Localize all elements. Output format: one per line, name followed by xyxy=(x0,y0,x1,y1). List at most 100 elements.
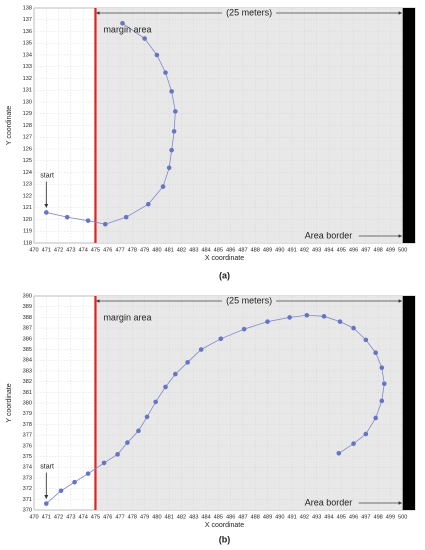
trajectory-point xyxy=(85,218,91,223)
x-tick-label: 471 xyxy=(42,514,51,520)
trajectory-point xyxy=(163,70,168,75)
trajectory-point xyxy=(142,36,147,41)
y-tick-label: 386 xyxy=(23,336,32,342)
trajectory-point xyxy=(218,336,224,342)
x-tick-label: 476 xyxy=(103,247,112,253)
caption: (a) xyxy=(219,270,230,280)
y-tick-label: 387 xyxy=(23,326,32,332)
y-tick-label: 380 xyxy=(23,400,32,406)
x-tick-label: 475 xyxy=(91,247,100,253)
border-label: Area border xyxy=(305,497,353,507)
y-tick-label: 379 xyxy=(23,411,32,417)
y-tick-label: 382 xyxy=(23,379,32,385)
y-tick-label: 372 xyxy=(23,486,32,492)
trajectory-point xyxy=(166,165,172,171)
y-tick-label: 133 xyxy=(23,64,32,70)
area-border xyxy=(402,296,415,510)
trajectory-point xyxy=(373,350,378,356)
trajectory-point xyxy=(171,129,177,134)
y-tick-label: 137 xyxy=(23,17,32,23)
margin-area xyxy=(95,296,403,510)
x-tick-label: 485 xyxy=(214,514,223,520)
y-tick-label: 134 xyxy=(23,52,32,58)
trajectory-point xyxy=(241,326,247,332)
x-tick-label: 486 xyxy=(226,247,235,253)
x-tick-label: 495 xyxy=(337,247,346,253)
x-tick-label: 474 xyxy=(78,247,87,253)
x-tick-label: 475 xyxy=(91,514,100,520)
x-tick-label: 484 xyxy=(201,247,210,253)
trajectory-point xyxy=(163,384,168,390)
x-tick-label: 482 xyxy=(177,247,186,253)
trajectory-point xyxy=(125,440,130,445)
x-tick-label: 498 xyxy=(373,514,382,520)
trajectory-point xyxy=(265,319,270,324)
y-tick-label: 123 xyxy=(23,182,32,188)
y-tick-label: 130 xyxy=(23,99,32,105)
trajectory-point xyxy=(363,431,369,437)
margin-label: margin area xyxy=(103,24,151,34)
x-tick-label: 500 xyxy=(398,247,407,253)
y-tick-label: 371 xyxy=(23,497,32,503)
trajectory-point xyxy=(173,371,178,377)
x-tick-label: 492 xyxy=(300,247,309,253)
trajectory-point xyxy=(169,147,174,153)
trajectory-point xyxy=(43,210,49,215)
trajectory-point xyxy=(173,109,178,114)
y-tick-label: 124 xyxy=(23,170,32,176)
trajectory-point xyxy=(160,184,166,189)
x-tick-label: 486 xyxy=(226,514,235,520)
trajectory-point xyxy=(101,460,107,466)
y-tick-label: 383 xyxy=(23,368,32,374)
x-tick-label: 487 xyxy=(238,247,247,253)
x-tick-label: 487 xyxy=(238,514,247,520)
x-tick-label: 470 xyxy=(29,247,38,253)
y-tick-label: 121 xyxy=(23,205,32,211)
y-tick-label: 135 xyxy=(23,41,32,47)
x-tick-label: 490 xyxy=(275,247,284,253)
x-tick-label: 491 xyxy=(287,514,296,520)
trajectory-point xyxy=(363,337,369,343)
width-label-bg xyxy=(222,296,277,306)
trajectory-point xyxy=(102,221,108,227)
x-tick-label: 474 xyxy=(78,514,87,520)
x-tick-label: 480 xyxy=(152,247,161,253)
start-label: start xyxy=(40,172,54,179)
trajectory-point xyxy=(120,20,125,26)
trajectory-point xyxy=(64,214,70,220)
x-tick-label: 493 xyxy=(312,514,321,520)
y-tick-label: 128 xyxy=(23,123,32,129)
y-tick-label: 384 xyxy=(23,358,32,364)
y-tick-label: 138 xyxy=(23,5,32,11)
x-tick-label: 500 xyxy=(398,514,407,520)
y-tick-label: 125 xyxy=(23,158,32,164)
trajectory-point xyxy=(304,312,310,318)
trajectory-point xyxy=(337,319,343,324)
x-tick-label: 490 xyxy=(275,514,284,520)
x-tick-label: 477 xyxy=(115,247,124,253)
trajectory-point xyxy=(43,501,49,506)
trajectory-point xyxy=(287,315,292,320)
x-tick-label: 498 xyxy=(373,247,382,253)
x-tick-label: 497 xyxy=(361,514,370,520)
x-tick-label: 472 xyxy=(54,514,63,520)
x-tick-label: 479 xyxy=(140,514,149,520)
x-tick-label: 478 xyxy=(128,514,137,520)
trajectory-point xyxy=(379,365,385,370)
x-tick-label: 482 xyxy=(177,514,186,520)
x-tick-label: 483 xyxy=(189,247,198,253)
y-tick-label: 390 xyxy=(23,293,32,299)
trajectory-point xyxy=(136,428,141,434)
y-tick-label: 374 xyxy=(23,465,32,471)
x-axis-label: X coordinate xyxy=(205,255,244,262)
trajectory-point xyxy=(146,201,151,207)
x-tick-label: 472 xyxy=(54,247,63,253)
trajectory-point xyxy=(381,381,387,387)
trajectory-point xyxy=(373,415,378,421)
trajectory-point xyxy=(72,479,77,485)
start-label: start xyxy=(40,463,54,470)
y-tick-label: 389 xyxy=(23,304,32,310)
x-tick-label: 481 xyxy=(165,514,174,520)
trajectory-point xyxy=(153,399,158,405)
